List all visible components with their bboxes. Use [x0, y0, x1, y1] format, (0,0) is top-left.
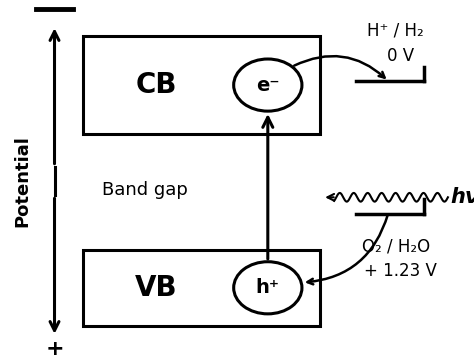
- Text: CB: CB: [136, 71, 177, 99]
- Circle shape: [234, 262, 302, 314]
- Bar: [83, 36, 320, 134]
- Text: Band gap: Band gap: [102, 181, 188, 199]
- Text: H⁺ / H₂: H⁺ / H₂: [367, 22, 424, 40]
- Text: e⁻: e⁻: [256, 76, 280, 94]
- Text: Potential: Potential: [14, 135, 32, 227]
- Circle shape: [234, 59, 302, 111]
- Text: h⁺: h⁺: [256, 278, 280, 297]
- Text: +: +: [45, 339, 64, 359]
- Text: hν: hν: [450, 187, 474, 207]
- Text: VB: VB: [135, 274, 178, 302]
- Text: O₂ / H₂O: O₂ / H₂O: [362, 237, 430, 255]
- Text: + 1.23 V: + 1.23 V: [364, 262, 437, 281]
- Bar: [83, 250, 320, 326]
- Text: 0 V: 0 V: [387, 47, 414, 65]
